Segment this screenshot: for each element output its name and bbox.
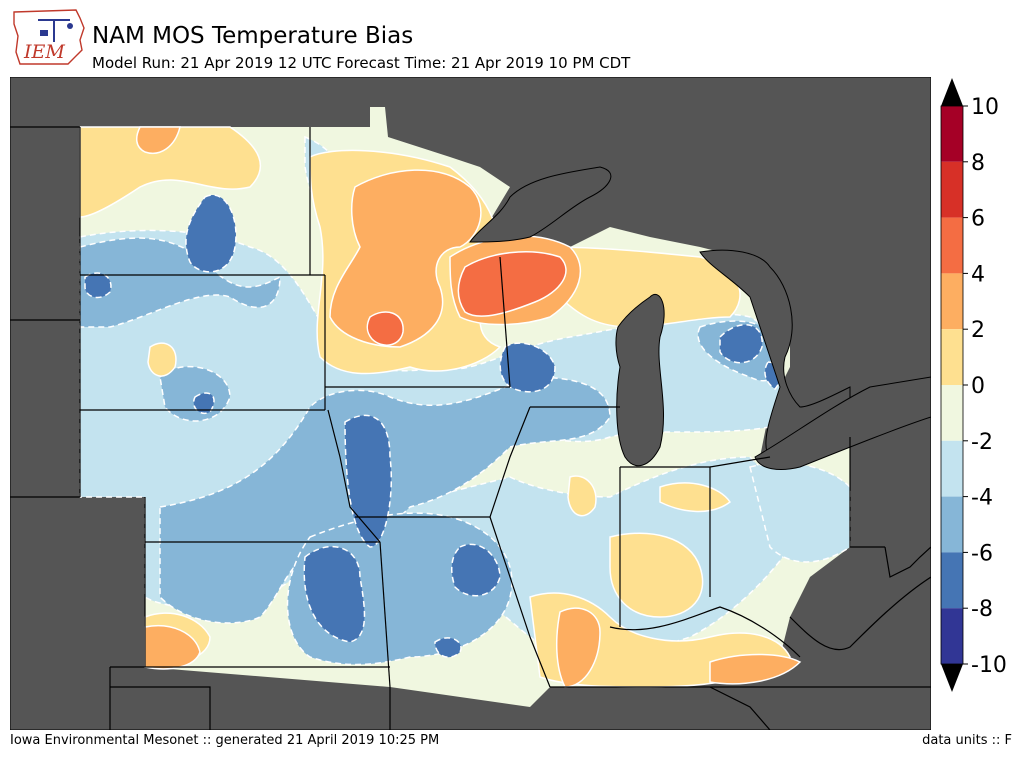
- colorbar-segment: [941, 161, 963, 218]
- colorbar-tick-label: 10: [971, 95, 999, 120]
- temperature-bias-map: [9, 76, 932, 731]
- colorbar-tick-label: 4: [971, 262, 985, 287]
- colorbar-tick-label: 6: [971, 207, 985, 232]
- colorbar-tick-label: 2: [971, 318, 985, 343]
- footer-units: data units :: F: [922, 733, 1012, 748]
- colorbar-min-arrow: [941, 664, 963, 692]
- map-subtitle: Model Run: 21 Apr 2019 12 UTC Forecast T…: [92, 54, 631, 72]
- colorbar-tick-label: 0: [971, 374, 985, 399]
- colorbar-tick-label: -4: [971, 486, 993, 511]
- colorbar-segment: [941, 217, 963, 274]
- colorbar-max-arrow: [941, 78, 963, 106]
- map-title: NAM MOS Temperature Bias: [92, 23, 414, 49]
- colorbar-segment: [941, 329, 963, 385]
- colorbar-segment: [941, 106, 963, 162]
- colorbar-tick-label: -2: [971, 430, 993, 455]
- colorbar-tick-label: -10: [971, 653, 1007, 678]
- colorbar-segment: [941, 496, 963, 553]
- footer-credit: Iowa Environmental Mesonet :: generated …: [10, 733, 440, 748]
- colorbar-tick-label: -6: [971, 541, 993, 566]
- temperature-colorbar: 10 8 6 4 2 0 -2 -4 -6 -8 -10: [935, 76, 1024, 694]
- colorbar-segment: [941, 552, 963, 609]
- colorbar-tick-label: 8: [971, 151, 985, 176]
- colorbar-segment: [941, 385, 963, 441]
- iem-logo: IEM: [10, 6, 88, 68]
- logo-text: IEM: [23, 41, 65, 63]
- colorbar-tick-label: -8: [971, 597, 993, 622]
- colorbar-segment: [941, 440, 963, 497]
- colorbar-segment: [941, 608, 963, 664]
- colorbar-segment: [941, 273, 963, 330]
